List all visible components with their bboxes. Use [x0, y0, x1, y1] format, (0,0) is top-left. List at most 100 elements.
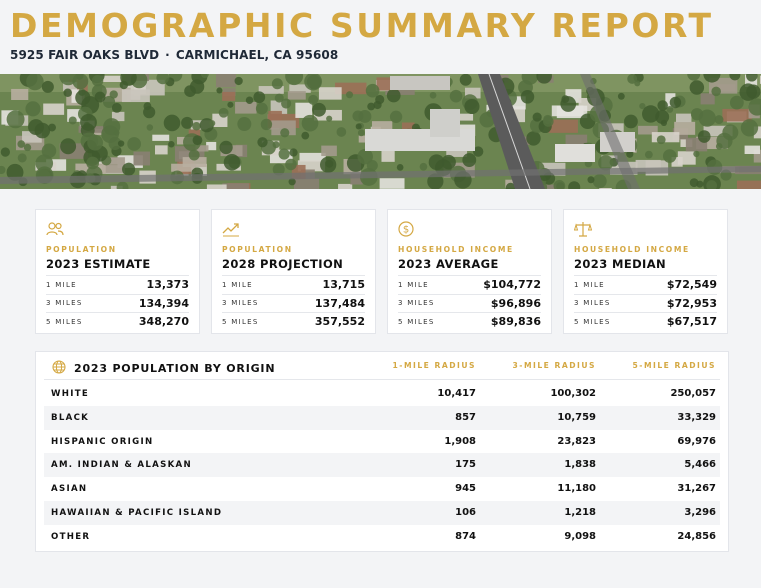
radius-value: 13,373 — [146, 278, 189, 292]
card-row: 3 MILES 137,484 — [222, 293, 365, 313]
card-row: 3 MILES 134,394 — [46, 293, 189, 313]
header-divider — [44, 379, 720, 380]
radius-value: $72,549 — [666, 278, 717, 292]
radius-label: 5 MILES — [574, 317, 611, 326]
radius-label: 5 MILES — [46, 317, 83, 326]
card-income-average: $ HOUSEHOLD INCOME 2023 AVERAGE 1 MILE $1… — [387, 209, 552, 334]
cell-value: 31,267 — [677, 483, 716, 495]
card-heading: 2023 AVERAGE — [398, 257, 499, 271]
table-body: WHITE 10,417 100,302 250,057 BLACK 857 10,759 3… — [44, 382, 720, 549]
origin-name: ASIAN — [51, 484, 88, 495]
dollar-coin-icon: $ — [398, 221, 414, 237]
radius-value: $67,517 — [666, 315, 717, 329]
card-label: HOUSEHOLD INCOME — [574, 245, 690, 254]
aerial-photo — [0, 74, 761, 189]
radius-label: 3 MILES — [222, 299, 259, 308]
cell-value: 1,838 — [564, 459, 596, 471]
trend-up-icon — [222, 223, 239, 237]
population-by-origin-table: 2023 POPULATION BY ORIGIN 1-MILE RADIUS … — [35, 351, 729, 552]
radius-label: 3 MILES — [574, 299, 611, 308]
card-population-projection: POPULATION 2028 PROJECTION 1 MILE 13,715 … — [211, 209, 376, 334]
card-row: 5 MILES $67,517 — [574, 312, 717, 331]
radius-value: $96,896 — [490, 296, 541, 310]
radius-value: $89,836 — [490, 315, 541, 329]
column-header-3-mile: 3-MILE RADIUS — [512, 361, 596, 370]
origin-name: HAWAIIAN & PACIFIC ISLAND — [51, 507, 223, 518]
origin-name: AM. INDIAN & ALASKAN — [51, 460, 192, 471]
radius-value: $104,772 — [483, 278, 541, 292]
table-row: HISPANIC ORIGIN 1,908 23,823 69,976 — [44, 430, 720, 454]
origin-name: HISPANIC ORIGIN — [51, 436, 154, 447]
cell-value: 100,302 — [550, 388, 596, 399]
card-row: 5 MILES $89,836 — [398, 312, 541, 331]
cell-value: 69,976 — [677, 435, 716, 447]
street-address: 5925 FAIR OAKS BLVD — [10, 48, 160, 62]
table-row: WHITE 10,417 100,302 250,057 — [44, 382, 720, 406]
card-population-estimate: POPULATION 2023 ESTIMATE 1 MILE 13,373 3 … — [35, 209, 200, 334]
address-separator: · — [165, 48, 170, 62]
cell-value: 857 — [455, 411, 476, 423]
card-row: 1 MILE $72,549 — [574, 275, 717, 294]
radius-value: 134,394 — [138, 296, 189, 310]
cell-value: 10,417 — [437, 388, 476, 399]
card-label: HOUSEHOLD INCOME — [398, 245, 514, 254]
radius-value: $72,953 — [666, 296, 717, 310]
report-title: DEMOGRAPHIC SUMMARY REPORT — [10, 6, 714, 45]
card-row: 3 MILES $72,953 — [574, 293, 717, 313]
card-row: 5 MILES 348,270 — [46, 312, 189, 331]
card-heading: 2028 PROJECTION — [222, 257, 344, 271]
radius-label: 5 MILES — [398, 317, 435, 326]
radius-value: 137,484 — [314, 296, 365, 310]
cell-value: 250,057 — [670, 388, 716, 399]
cell-value: 3,296 — [684, 506, 716, 518]
radius-value: 13,715 — [322, 278, 365, 292]
origin-name: OTHER — [51, 531, 91, 542]
radius-label: 5 MILES — [222, 317, 259, 326]
table-row: OTHER 874 9,098 24,856 — [44, 525, 720, 549]
aerial-photo-image — [0, 74, 761, 189]
card-row: 1 MILE $104,772 — [398, 275, 541, 294]
card-heading: 2023 MEDIAN — [574, 257, 667, 271]
report-header: DEMOGRAPHIC SUMMARY REPORT 5925 FAIR OAK… — [10, 6, 750, 62]
cell-value: 10,759 — [557, 411, 596, 423]
cell-value: 23,823 — [557, 435, 596, 447]
table-row: AM. INDIAN & ALASKAN 175 1,838 5,466 — [44, 453, 720, 478]
globe-icon — [52, 360, 66, 374]
cell-value: 1,908 — [444, 435, 476, 447]
table-row: BLACK 857 10,759 33,329 — [44, 405, 720, 430]
card-rows: 1 MILE 13,373 3 MILES 134,394 5 MILES 348,2… — [46, 275, 189, 331]
table-title: 2023 POPULATION BY ORIGIN — [74, 362, 276, 375]
card-row: 1 MILE 13,715 — [222, 275, 365, 294]
cell-value: 33,329 — [677, 411, 716, 423]
radius-label: 1 MILE — [574, 280, 605, 289]
origin-name: WHITE — [51, 389, 90, 399]
cell-value: 175 — [455, 459, 476, 471]
radius-label: 3 MILES — [398, 299, 435, 308]
card-label: POPULATION — [46, 245, 117, 254]
scale-icon — [574, 222, 592, 237]
card-rows: 1 MILE 13,715 3 MILES 137,484 5 MILES 357,5… — [222, 275, 365, 331]
table-row: ASIAN 945 11,180 31,267 — [44, 477, 720, 501]
card-label: POPULATION — [222, 245, 293, 254]
city-state-zip: CARMICHAEL, CA 95608 — [175, 48, 339, 62]
cell-value: 11,180 — [557, 483, 596, 495]
radius-value: 348,270 — [138, 315, 189, 329]
card-rows: 1 MILE $104,772 3 MILES $96,896 5 MILES $89… — [398, 275, 541, 331]
cell-value: 1,218 — [564, 506, 596, 518]
card-income-median: HOUSEHOLD INCOME 2023 MEDIAN 1 MILE $72,5… — [563, 209, 728, 334]
origin-name: BLACK — [51, 412, 90, 423]
radius-label: 1 MILE — [222, 280, 253, 289]
cell-value: 5,466 — [684, 459, 716, 471]
column-header-1-mile: 1-MILE RADIUS — [392, 361, 476, 370]
card-row: 3 MILES $96,896 — [398, 293, 541, 313]
people-icon — [46, 222, 64, 236]
cell-value: 24,856 — [677, 530, 716, 542]
card-rows: 1 MILE $72,549 3 MILES $72,953 5 MILES $67,… — [574, 275, 717, 331]
card-heading: 2023 ESTIMATE — [46, 257, 151, 271]
table-row: HAWAIIAN & PACIFIC ISLAND 106 1,218 3,296 — [44, 500, 720, 525]
radius-label: 1 MILE — [398, 280, 429, 289]
radius-label: 1 MILE — [46, 280, 77, 289]
cell-value: 106 — [455, 506, 476, 518]
cell-value: 945 — [455, 483, 476, 495]
radius-label: 3 MILES — [46, 299, 83, 308]
